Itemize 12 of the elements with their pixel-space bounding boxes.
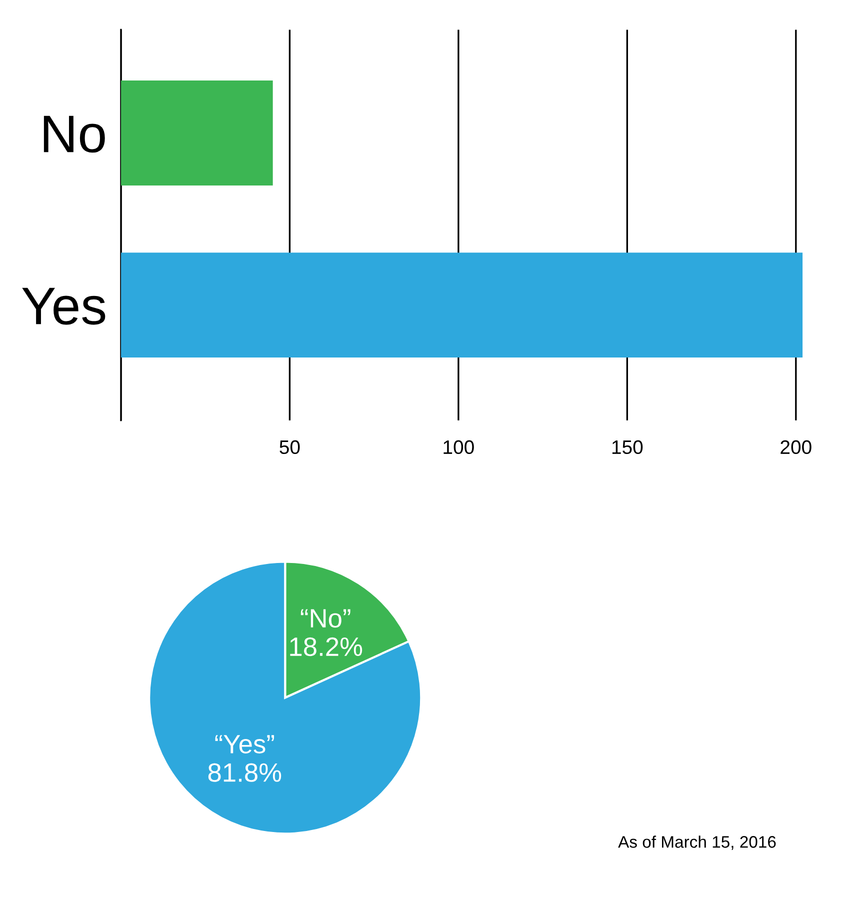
x-tick-label: 100 [444,440,474,454]
slice-label: “No” [300,609,350,628]
x-tick-label: 150 [612,440,643,454]
x-tick-label: 50 [280,440,300,454]
y-tick-label: Yes [22,288,106,325]
data-label: 18.2% [290,637,362,656]
text: As of March 15, 2016 [618,836,776,850]
data-label: 81.8% [208,763,282,782]
pie-slice [148,560,422,835]
y-tick-label: No [44,116,105,153]
x-tick-label: 200 [780,440,812,454]
slice-label: “Yes” [215,735,274,754]
